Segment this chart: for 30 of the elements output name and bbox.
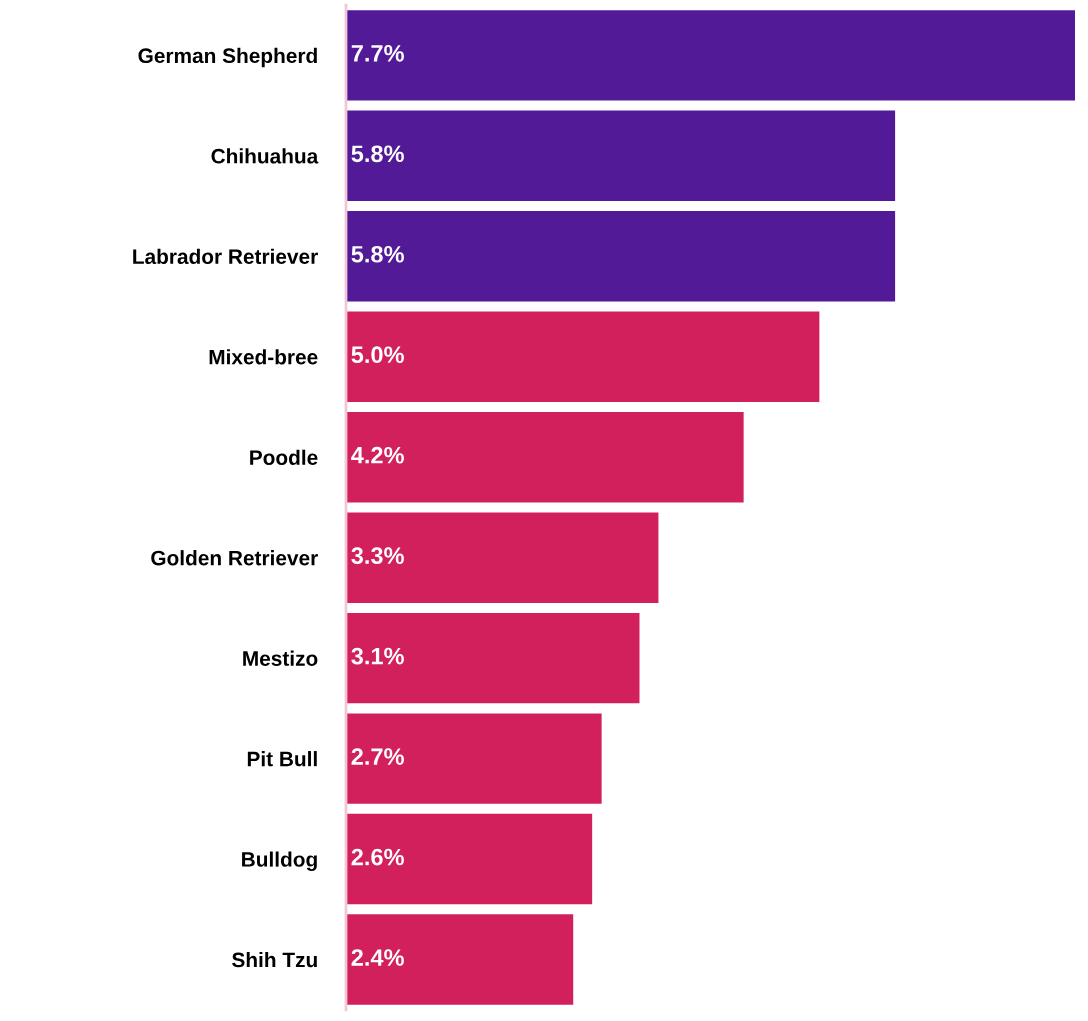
bar <box>346 10 1075 101</box>
bar <box>346 612 640 704</box>
data-label: 2.6% <box>351 848 404 866</box>
y-tick-label: Golden Retriever <box>151 550 318 566</box>
y-tick-label: Mestizo <box>243 650 318 666</box>
data-label: 5.8% <box>351 245 404 263</box>
data-label: 5.8% <box>351 145 404 163</box>
data-label: 3.3% <box>351 547 404 565</box>
data-label: 7.7% <box>351 45 404 62</box>
bar <box>346 713 602 804</box>
y-tick-label: Mixed-bree <box>209 349 318 365</box>
data-label: 4.2% <box>351 446 404 464</box>
data-label: 3.1% <box>351 647 404 665</box>
bar <box>346 411 744 503</box>
y-tick-label: Chihuahua <box>211 148 319 164</box>
bar <box>346 512 659 603</box>
y-tick-label: Pit Bull <box>247 751 317 767</box>
y-tick-label: Bulldog <box>242 851 317 872</box>
y-tick-label: German Shepherd <box>138 47 317 68</box>
y-tick-label: Poodle <box>250 449 318 465</box>
bar <box>346 311 820 402</box>
y-tick-label: Shih Tzu <box>232 951 317 968</box>
data-label: 2.4% <box>351 949 404 966</box>
bar <box>346 813 593 905</box>
bar <box>346 211 896 302</box>
y-tick-label: Labrador Retriever <box>133 248 318 265</box>
bar <box>346 914 574 1005</box>
data-label: 2.7% <box>351 748 404 765</box>
data-label: 5.0% <box>351 346 404 364</box>
bar <box>346 110 896 202</box>
